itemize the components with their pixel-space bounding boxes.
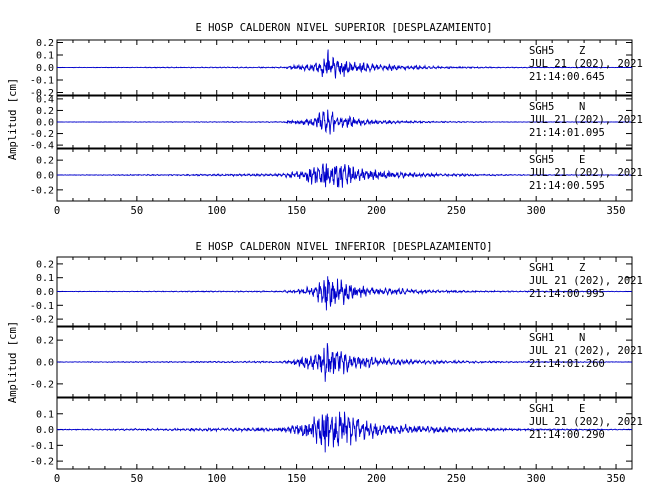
x-tick-label: 0 bbox=[54, 205, 60, 217]
x-tick-label: 150 bbox=[287, 473, 306, 485]
x-tick-label: 50 bbox=[131, 205, 144, 217]
y-tick-label: -0.2 bbox=[30, 315, 54, 326]
channel-date-label: JUL 21 (202), 2021 bbox=[529, 416, 643, 428]
channel-date-label: JUL 21 (202), 2021 bbox=[529, 58, 643, 70]
channel-station-label: SGH1 bbox=[529, 262, 554, 274]
y-tick-label: -0.2 bbox=[30, 129, 54, 140]
x-tick-label: 250 bbox=[447, 205, 466, 217]
channel-component-label: Z bbox=[579, 262, 585, 274]
channel-time-label: 21:14:00.995 bbox=[529, 288, 605, 300]
y-tick-label: 0.1 bbox=[36, 51, 54, 62]
channel-date-label: JUL 21 (202), 2021 bbox=[529, 345, 643, 357]
y-tick-label: 0.4 bbox=[36, 94, 54, 105]
channel-time-label: 21:14:00.595 bbox=[529, 180, 605, 192]
y-tick-label: 0.0 bbox=[36, 425, 54, 436]
channel-time-label: 21:14:00.645 bbox=[529, 71, 605, 83]
y-tick-label: 0.0 bbox=[36, 171, 54, 182]
waveform-trace bbox=[57, 49, 633, 79]
channel-component-label: N bbox=[579, 332, 585, 344]
top-figure-title: E HOSP CALDERON NIVEL SUPERIOR [DESPLAZA… bbox=[195, 22, 492, 34]
channel-date-label: JUL 21 (202), 2021 bbox=[529, 114, 643, 126]
x-tick-label: 350 bbox=[607, 205, 626, 217]
bottom-figure-ylabel: Amplitud [cm] bbox=[7, 321, 19, 403]
y-tick-label: -0.1 bbox=[30, 441, 54, 452]
y-tick-label: 0.1 bbox=[36, 273, 54, 284]
y-tick-label: -0.1 bbox=[30, 301, 54, 312]
bottom-figure: E HOSP CALDERON NIVEL INFERIOR [DESPLAZA… bbox=[7, 241, 643, 470]
waveform-trace bbox=[57, 163, 632, 188]
y-tick-label: -0.1 bbox=[30, 76, 54, 87]
y-tick-label: -0.4 bbox=[30, 141, 54, 152]
channel-station-label: SGH5 bbox=[529, 154, 554, 166]
channel-date-label: JUL 21 (202), 2021 bbox=[529, 167, 643, 179]
x-tick-label: 300 bbox=[527, 205, 546, 217]
y-tick-label: 0.1 bbox=[36, 409, 54, 420]
y-tick-label: -0.2 bbox=[30, 457, 54, 468]
bottom-figure-title: E HOSP CALDERON NIVEL INFERIOR [DESPLAZA… bbox=[195, 241, 492, 253]
x-tick-label: 100 bbox=[207, 473, 226, 485]
top-figure-ylabel: Amplitud [cm] bbox=[7, 78, 19, 160]
channel-station-label: SGH5 bbox=[529, 45, 554, 57]
channel-time-label: 21:14:01.260 bbox=[529, 358, 605, 370]
y-tick-label: -0.2 bbox=[30, 185, 54, 196]
channel-component-label: E bbox=[579, 403, 585, 415]
y-tick-label: -0.2 bbox=[30, 379, 54, 390]
waveform-trace bbox=[56, 276, 633, 311]
y-tick-label: 0.2 bbox=[36, 156, 54, 167]
y-tick-label: 0.2 bbox=[36, 38, 54, 49]
x-tick-label: 0 bbox=[54, 473, 60, 485]
y-tick-label: 0.0 bbox=[36, 287, 54, 298]
y-tick-label: 0.0 bbox=[36, 63, 54, 74]
top-figure: E HOSP CALDERON NIVEL SUPERIOR [DESPLAZA… bbox=[7, 22, 643, 202]
x-tick-label: 100 bbox=[207, 205, 226, 217]
x-tick-label: 350 bbox=[607, 473, 626, 485]
channel-station-label: SGH1 bbox=[529, 332, 554, 344]
channel-station-label: SGH5 bbox=[529, 101, 554, 113]
channel-time-label: 21:14:01.095 bbox=[529, 127, 605, 139]
y-tick-label: 0.2 bbox=[36, 106, 54, 117]
y-tick-label: -0.2 bbox=[30, 88, 54, 99]
channel-time-label: 21:14:00.290 bbox=[529, 429, 605, 441]
channel-station-label: SGH1 bbox=[529, 403, 554, 415]
channel-component-label: E bbox=[579, 154, 585, 166]
y-tick-label: 0.0 bbox=[36, 358, 54, 369]
x-tick-label: 50 bbox=[131, 473, 144, 485]
y-tick-label: 0.2 bbox=[36, 259, 54, 270]
channel-date-label: JUL 21 (202), 2021 bbox=[529, 275, 643, 287]
x-tick-label: 200 bbox=[367, 473, 386, 485]
channel-component-label: N bbox=[579, 101, 585, 113]
x-tick-label: 250 bbox=[447, 473, 466, 485]
waveform-trace bbox=[56, 109, 633, 135]
waveform-trace bbox=[56, 411, 633, 453]
x-tick-label: 150 bbox=[287, 205, 306, 217]
waveform-trace bbox=[57, 343, 633, 382]
y-tick-label: 0.0 bbox=[36, 118, 54, 129]
channel-component-label: Z bbox=[579, 45, 585, 57]
x-tick-label: 200 bbox=[367, 205, 386, 217]
y-tick-label: 0.2 bbox=[36, 336, 54, 347]
x-tick-label: 300 bbox=[527, 473, 546, 485]
